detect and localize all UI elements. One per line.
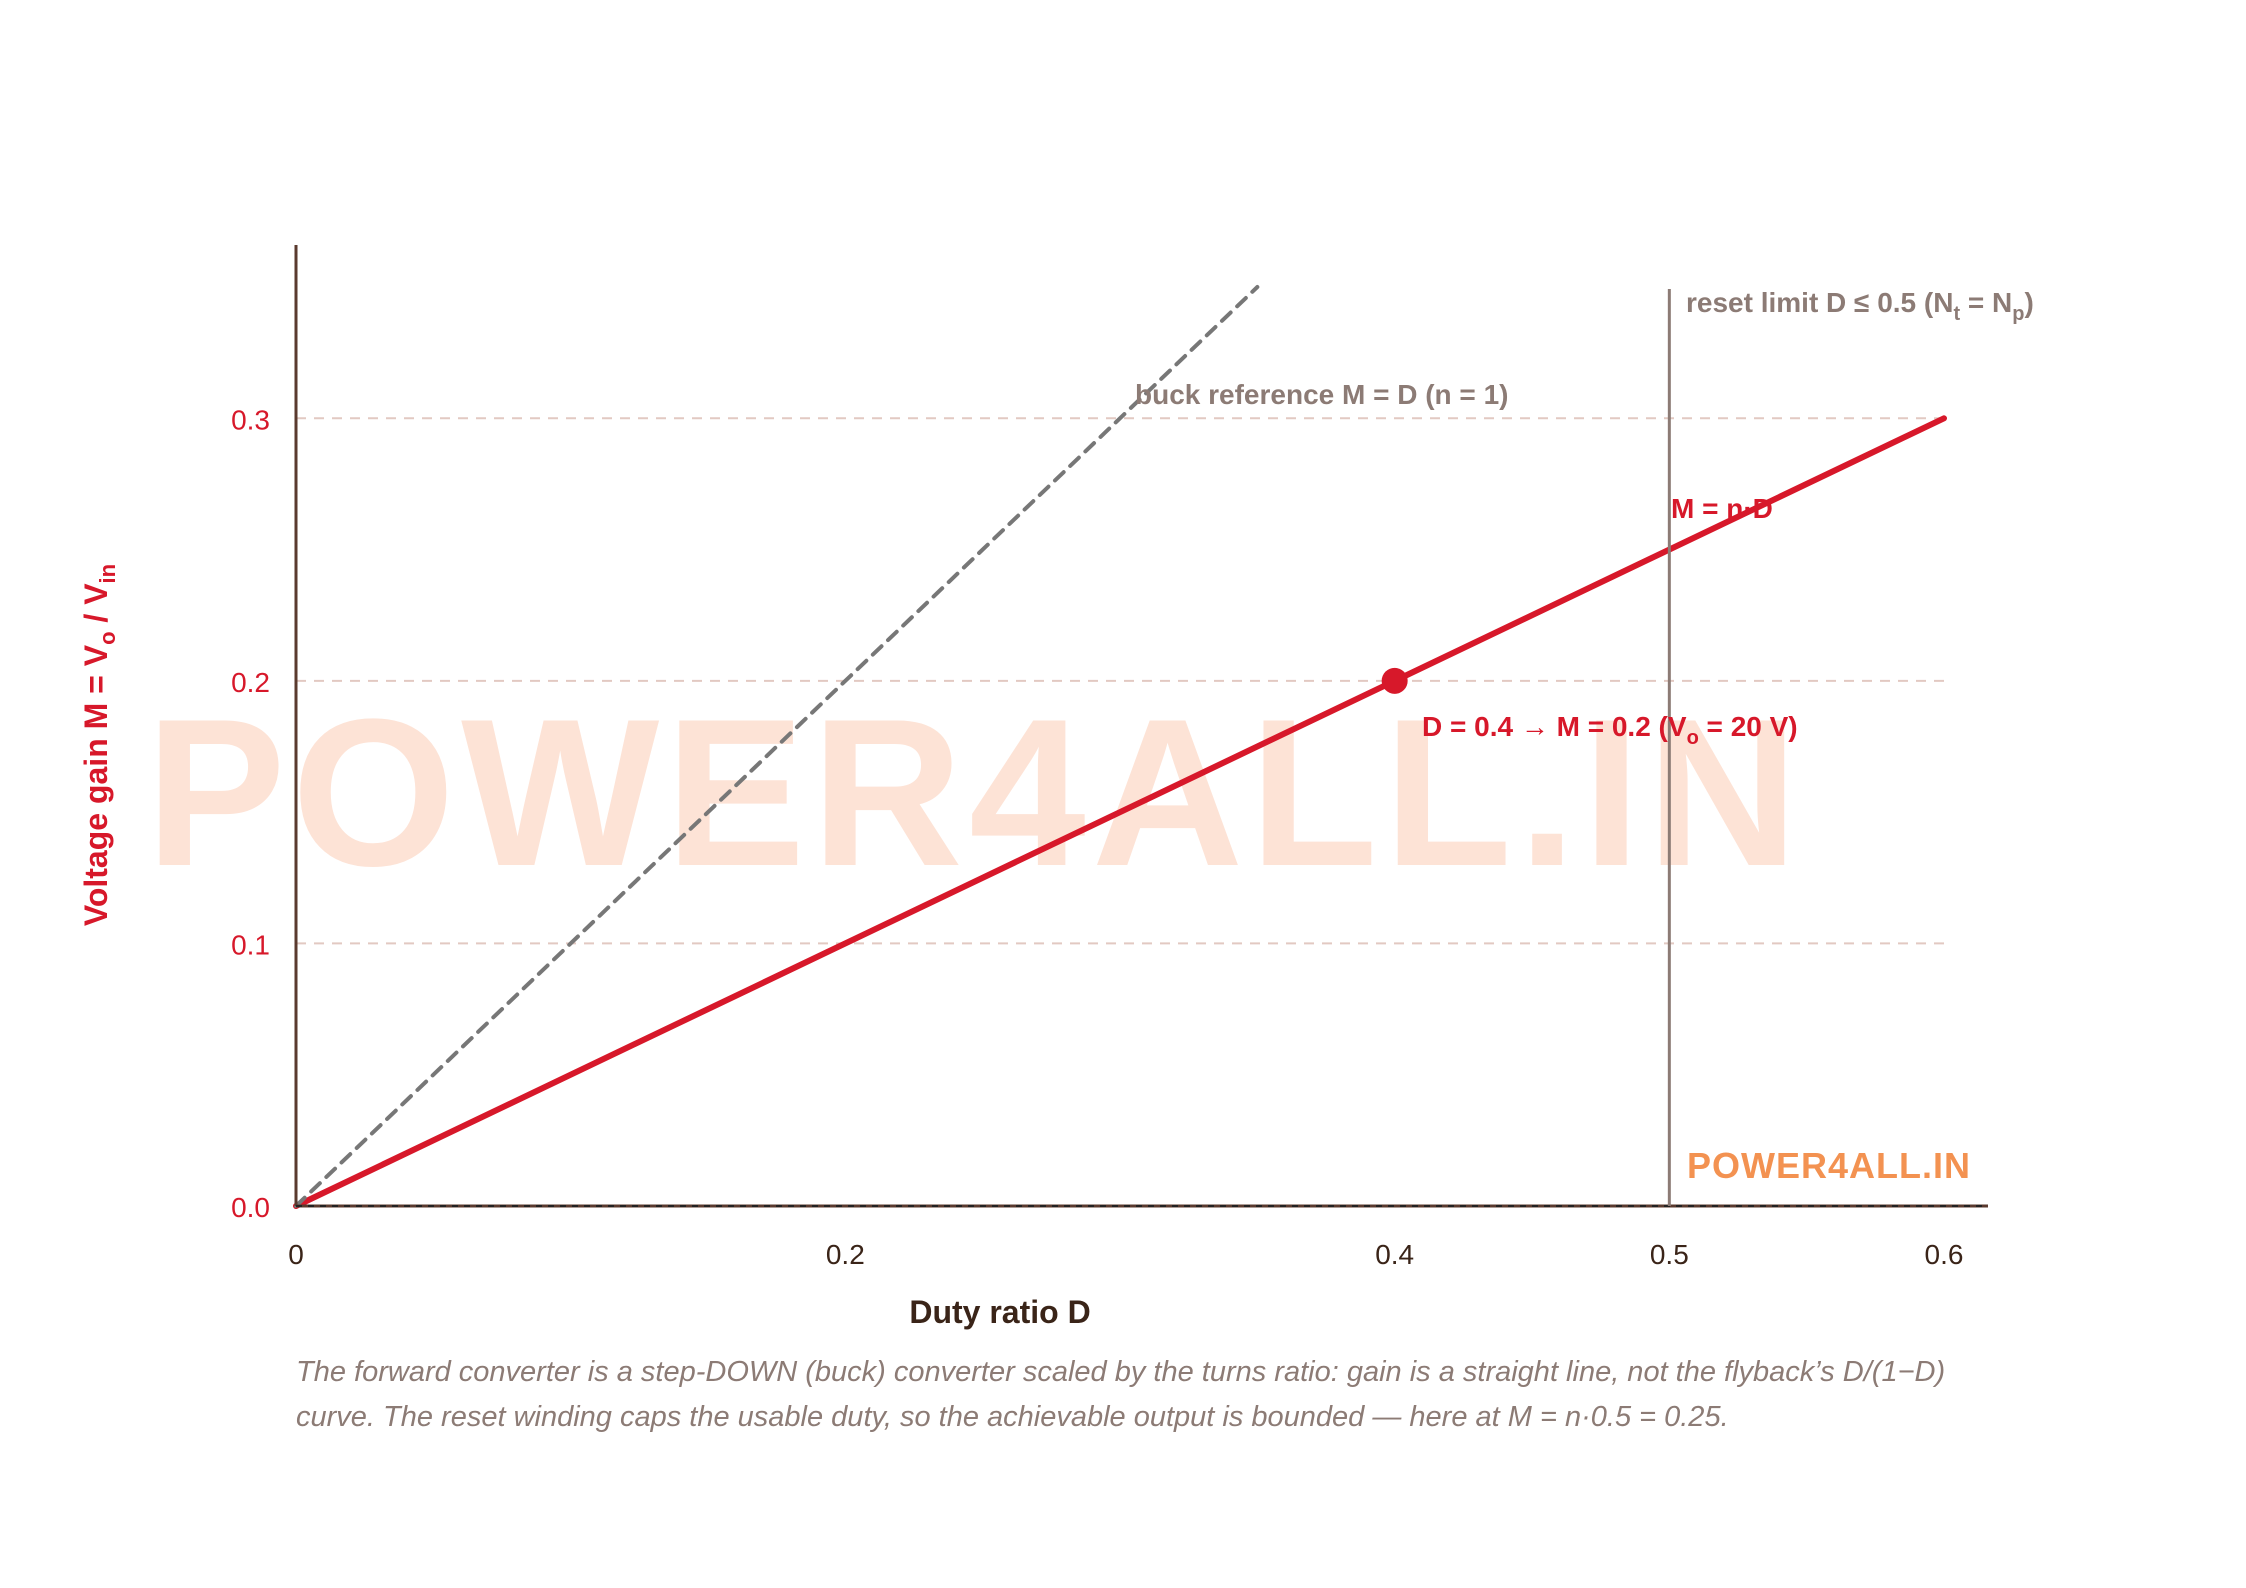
y-tick-label: 0.2 xyxy=(231,667,270,698)
buck-reference-label: buck reference M = D (n = 1) xyxy=(1135,379,1508,410)
axes xyxy=(294,245,1988,1208)
x-axis-label: Duty ratio D xyxy=(909,1294,1090,1330)
watermark-text: POWER4ALL.IN xyxy=(146,675,1805,910)
tick-labels: 0.0 0.1 0.2 0.3 0 0.2 0.4 0.5 0.6 xyxy=(231,404,1963,1270)
y-tick-label: 0.0 xyxy=(231,1192,270,1223)
x-tick-label: 0.4 xyxy=(1375,1239,1414,1270)
y-axis-label: Voltage gain M = Vo / Vin xyxy=(78,564,120,926)
operating-point-label: D = 0.4 → M = 0.2 (Vo = 20 V) xyxy=(1422,711,1798,749)
x-tick-label: 0.2 xyxy=(826,1239,865,1270)
buck-reference-line xyxy=(294,285,1260,1208)
brand-label: POWER4ALL.IN xyxy=(1687,1145,1971,1186)
gain-line-label: M = n·D xyxy=(1671,493,1773,524)
x-tick-label: 0 xyxy=(288,1239,304,1270)
reset-limit-label: reset limit D ≤ 0.5 (Nt = Np) xyxy=(1686,287,2034,325)
chart-caption: The forward converter is a step-DOWN (bu… xyxy=(296,1356,1946,1433)
x-tick-label: 0.6 xyxy=(1925,1239,1964,1270)
operating-point xyxy=(1381,667,1408,694)
y-tick-label: 0.3 xyxy=(231,404,270,435)
annotations: reset limit D ≤ 0.5 (Nt = Np) buck refere… xyxy=(1135,287,2034,749)
y-tick-label: 0.1 xyxy=(231,929,270,960)
x-tick-label: 0.5 xyxy=(1650,1239,1689,1270)
